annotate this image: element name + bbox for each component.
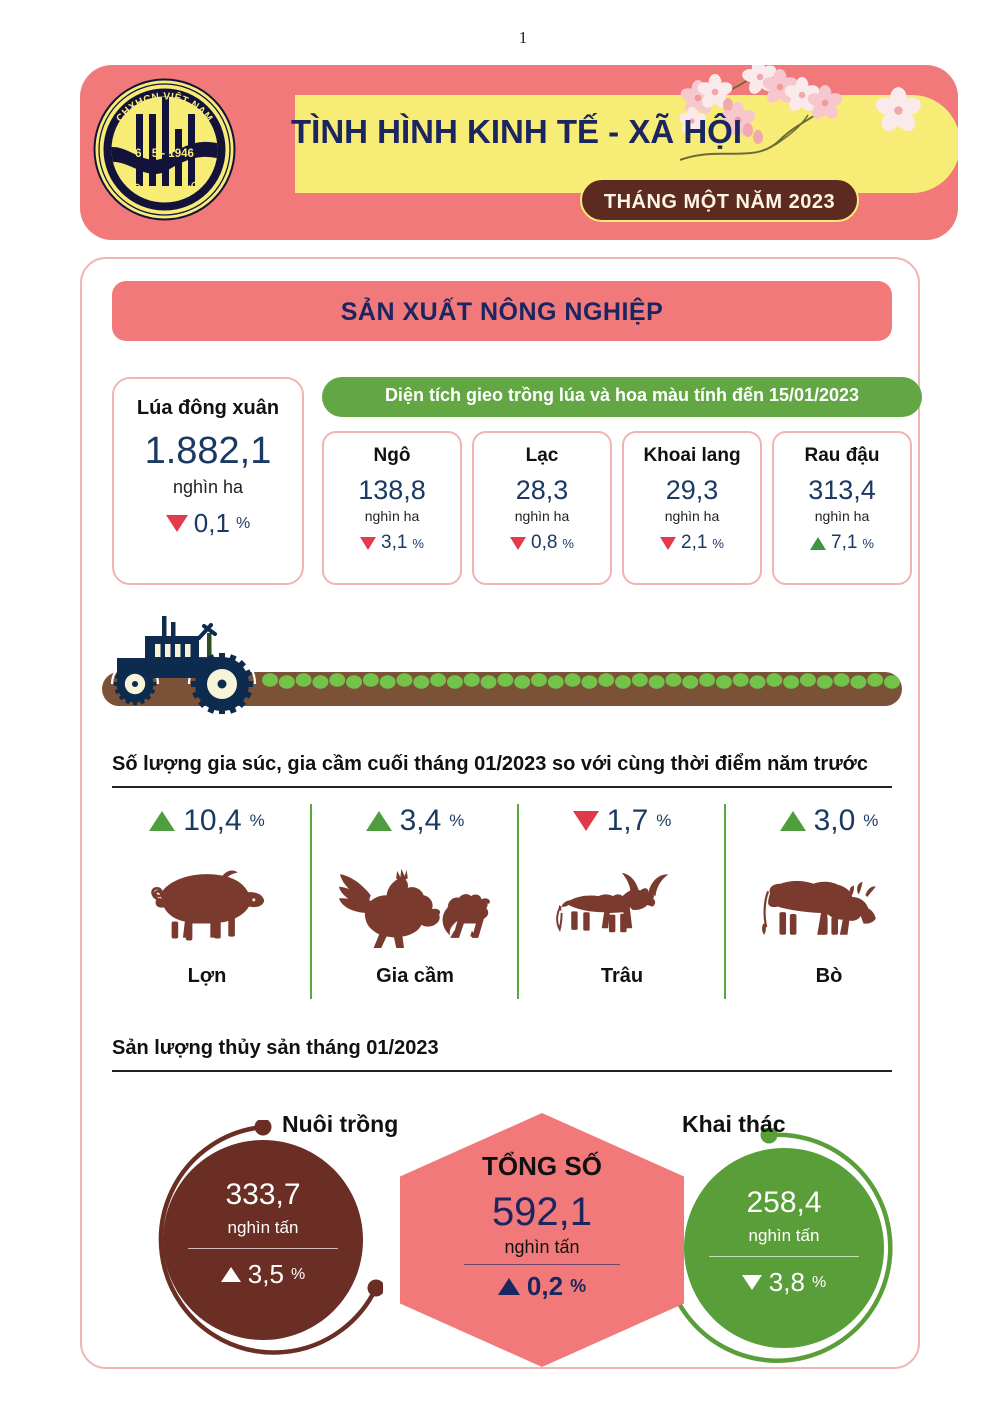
svg-text:6 - 5 - 1946: 6 - 5 - 1946 (135, 148, 194, 160)
